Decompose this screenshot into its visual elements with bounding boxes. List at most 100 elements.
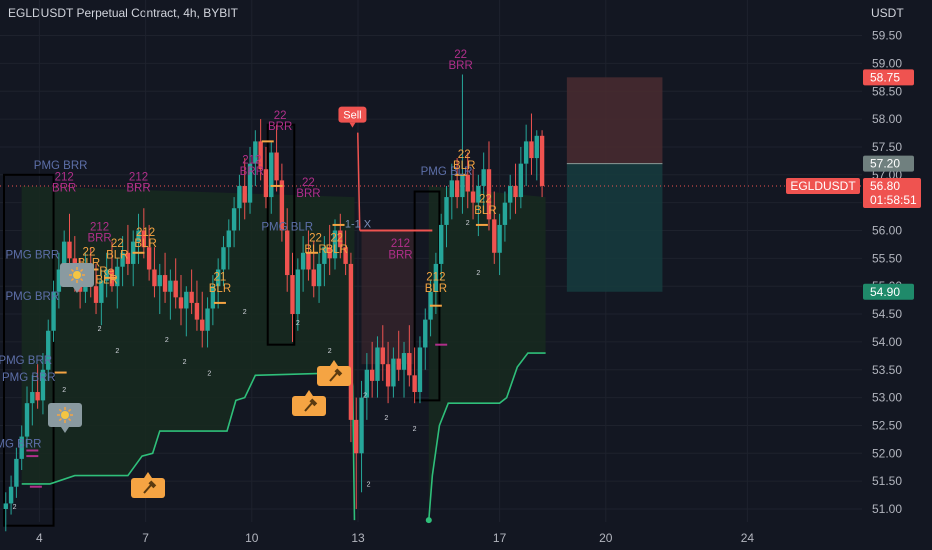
annotation-label: Re	[99, 266, 114, 278]
range-box	[266, 123, 296, 346]
candle-up	[221, 247, 226, 270]
annotation-label: 212	[136, 227, 155, 239]
annotation-label: 22	[479, 194, 492, 206]
candle-up	[30, 392, 35, 404]
candle-down	[67, 241, 72, 259]
annotation-label: BRR	[87, 233, 111, 245]
hammer-head	[309, 398, 318, 407]
sun-ray	[68, 408, 72, 412]
candle-up	[518, 163, 524, 198]
sun-ray	[80, 278, 84, 282]
candle-down	[343, 247, 348, 264]
annotation-label: 212	[426, 272, 445, 284]
annotation-label: 22	[302, 177, 315, 189]
pivot-mark: 2	[98, 326, 102, 333]
candle-down	[178, 297, 184, 309]
x-tick-label: 13	[351, 531, 365, 545]
candle-down	[125, 252, 131, 264]
time-axis[interactable]: 4 7 10 13 17 20 24	[36, 531, 754, 545]
annotation-label: BLR	[326, 244, 348, 256]
candle-down	[279, 180, 285, 231]
candle-down	[285, 230, 290, 276]
y-tick-label: 54.50	[872, 307, 902, 321]
short-position-tool[interactable]	[0, 77, 862, 365]
y-tick-label: 58.50	[872, 84, 902, 98]
candle-down	[306, 252, 311, 270]
sun-ray	[70, 278, 74, 282]
x-tick-label: 4	[36, 531, 43, 545]
pivot-mark: 2	[165, 337, 169, 344]
y-tick-label: 51.00	[872, 502, 902, 516]
candle-up	[444, 197, 449, 225]
annotation-label: BRR	[388, 249, 412, 261]
annotation-label: BRR	[52, 183, 76, 195]
annotation-label: 22	[309, 233, 322, 245]
y-tick-label: 59.00	[872, 56, 902, 70]
annotation-label: 22	[330, 233, 343, 245]
sun-icon	[48, 403, 82, 433]
sell-badge	[338, 106, 367, 123]
pivot-mark: 2	[476, 270, 480, 277]
candle-down	[141, 230, 147, 248]
candle-down	[539, 135, 545, 186]
annotation-label: PMG BRR	[0, 439, 41, 451]
trail-start-dot	[425, 517, 432, 524]
stop-price-tag-bg	[863, 69, 914, 86]
hammer-pointer	[144, 472, 152, 478]
target-price-tag-bg	[863, 283, 914, 300]
candle-up	[231, 208, 237, 231]
candle-up	[534, 135, 539, 159]
candle-up	[247, 163, 253, 203]
candle-up	[391, 358, 396, 387]
trail-stop-segment	[428, 352, 546, 521]
candle-down	[470, 191, 476, 203]
candle-up	[115, 266, 120, 287]
candle-up	[423, 319, 428, 348]
sun-ray	[58, 408, 62, 412]
pivot-mark: 2	[296, 320, 300, 327]
annotation-label: BRR	[240, 166, 264, 178]
candle-up	[502, 202, 508, 225]
candle-up	[523, 141, 529, 164]
candle-down	[396, 358, 401, 370]
candle-up	[157, 275, 162, 287]
hammer-head	[334, 368, 343, 377]
candle-up	[481, 169, 486, 186]
candle-down	[369, 369, 375, 381]
annotation-label: BLR	[106, 249, 128, 261]
price-axis[interactable]: 51.00 51.50 52.00 52.50 53.00 53.50 54.00 54.50…	[872, 29, 902, 516]
candle-down	[380, 347, 385, 365]
candle-up	[8, 486, 14, 504]
pivot-mark: 2	[62, 387, 66, 394]
hammer-handle	[143, 484, 152, 494]
candle-up	[205, 308, 210, 331]
sun-ray	[68, 418, 72, 422]
candle-up	[184, 291, 189, 309]
candle-up	[497, 224, 502, 253]
pivot-mark: 2	[413, 426, 417, 433]
candle-up	[136, 230, 141, 242]
sun-ray	[70, 268, 74, 272]
annotation-label: 22	[111, 238, 124, 250]
pivot-mark: 2	[115, 348, 119, 355]
annotation-label: BLR	[304, 244, 326, 256]
annotation-label: BRR	[296, 188, 320, 200]
annotation-label: PMG BRR	[5, 291, 59, 303]
y-tick-label: 53.50	[872, 363, 902, 377]
candle-up	[168, 280, 173, 292]
candle-up	[322, 247, 327, 264]
trail-fill-area	[21, 185, 355, 522]
y-tick-label: 52.00	[872, 446, 902, 460]
sell-connector	[357, 132, 361, 231]
candle-down	[486, 169, 492, 220]
currency-label: USDT	[871, 6, 904, 20]
annotation-label: 212	[391, 238, 410, 250]
candle-up	[215, 269, 221, 287]
stop-loss-zone	[566, 77, 663, 164]
annotation-label: PMG BRR	[5, 249, 59, 261]
candle-down	[407, 353, 412, 376]
candle-down	[194, 302, 200, 320]
candle-up	[295, 269, 301, 315]
range-boxes	[3, 123, 441, 527]
